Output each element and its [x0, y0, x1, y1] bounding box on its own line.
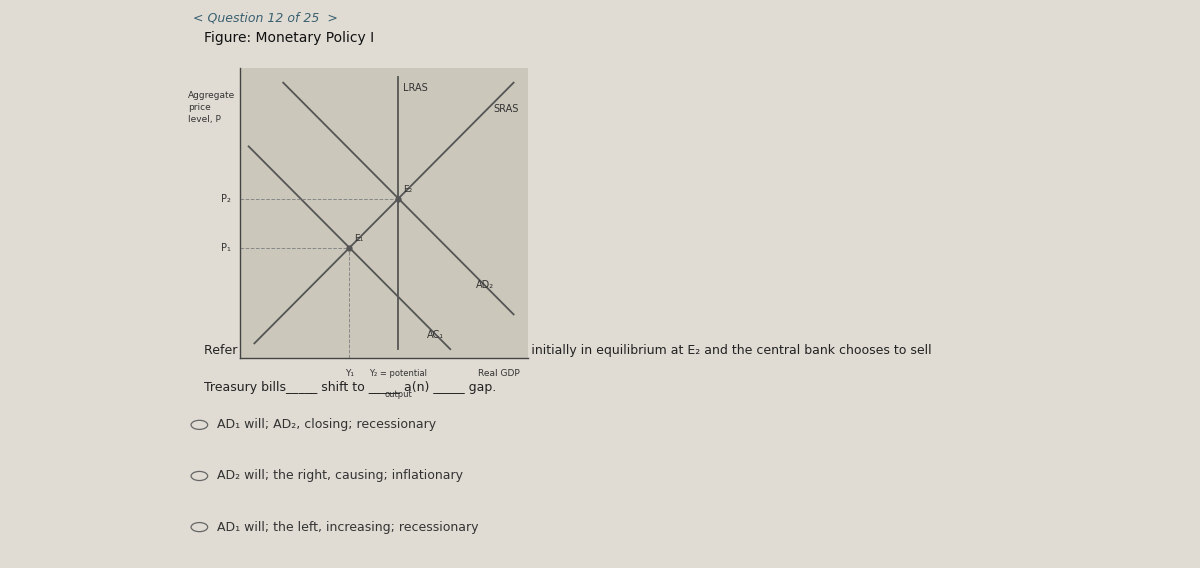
Text: AC₁: AC₁ — [427, 329, 444, 340]
Text: Aggregate
price
level, P: Aggregate price level, P — [188, 91, 235, 124]
Text: AD₂ will; the right, causing; inflationary: AD₂ will; the right, causing; inflationa… — [217, 470, 463, 482]
Text: AD₁ will; the left, increasing; recessionary: AD₁ will; the left, increasing; recessio… — [217, 521, 479, 533]
Text: AD₁ will; AD₂, closing; recessionary: AD₁ will; AD₂, closing; recessionary — [217, 419, 436, 431]
Text: SRAS: SRAS — [493, 104, 518, 114]
Text: Treasury bills_____ shift to _____ a(n) _____ gap.: Treasury bills_____ shift to _____ a(n) … — [204, 381, 496, 394]
Text: P₂: P₂ — [222, 194, 232, 203]
Text: AD₂: AD₂ — [476, 281, 494, 290]
Text: E₂: E₂ — [403, 185, 412, 194]
Text: < Question 12 of 25  >: < Question 12 of 25 > — [193, 12, 338, 25]
Text: Y₂ = potential: Y₂ = potential — [370, 369, 427, 378]
Text: Figure: Monetary Policy I: Figure: Monetary Policy I — [204, 31, 373, 45]
Text: LRAS: LRAS — [403, 82, 427, 93]
Text: output: output — [384, 390, 413, 399]
Text: Real GDP: Real GDP — [479, 369, 520, 378]
Text: Y₁: Y₁ — [344, 369, 354, 378]
Text: Refer to Figure: Monetary Policy I: If the economy is initially in equilibrium a: Refer to Figure: Monetary Policy I: If t… — [204, 344, 931, 357]
Text: E₁: E₁ — [354, 235, 364, 244]
Text: P₁: P₁ — [222, 243, 232, 253]
